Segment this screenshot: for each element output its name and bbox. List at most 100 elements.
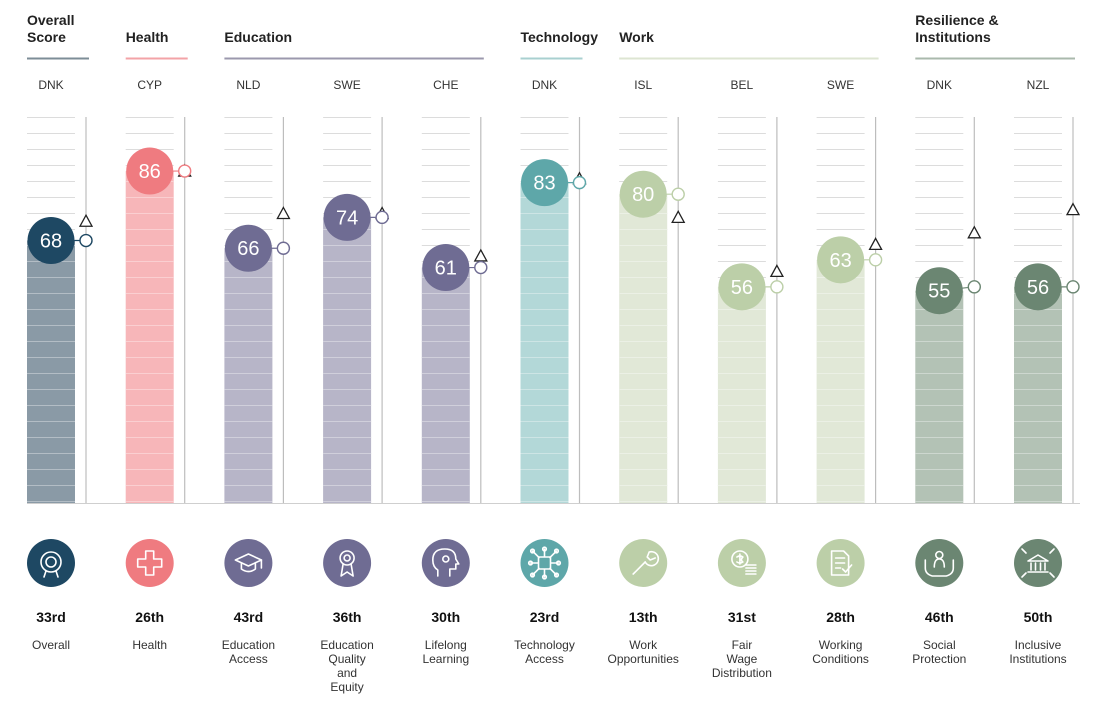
circle-marker <box>770 280 784 294</box>
icon-stroke <box>340 563 354 577</box>
icon-stroke <box>541 574 548 580</box>
badge-icon <box>27 539 75 587</box>
value-dot <box>817 236 865 284</box>
bar <box>323 217 372 504</box>
pillar-label: and <box>337 666 357 680</box>
country-code: NZL <box>1027 78 1050 92</box>
country-code: DNK <box>927 78 952 92</box>
rank-label: 28th <box>826 609 855 625</box>
country-code: CYP <box>137 78 162 92</box>
icon-stroke <box>731 550 749 568</box>
icon-stroke <box>644 550 660 567</box>
hands-person-icon <box>915 539 964 587</box>
circle-marker <box>671 187 685 201</box>
bar <box>421 267 470 503</box>
triangle-marker <box>671 210 686 224</box>
country-code: SWE <box>827 78 854 92</box>
icon-stroke <box>529 548 536 554</box>
medical-cross-icon <box>125 539 174 587</box>
circle-marker <box>967 280 981 294</box>
pillar-label: Wage <box>726 652 757 666</box>
country-code: SWE <box>333 78 360 92</box>
value-dot <box>915 267 963 315</box>
value-label: 83 <box>533 173 555 195</box>
bar <box>619 194 668 503</box>
value-dot <box>718 263 766 311</box>
country-code: NLD <box>236 78 260 92</box>
head-learning-icon <box>421 539 470 587</box>
country-code: BEL <box>731 78 754 92</box>
award-ribbon-icon <box>323 539 372 587</box>
column-3 <box>224 117 291 587</box>
rank-label: 43rd <box>234 609 264 625</box>
pillar-label: Institutions <box>1009 652 1066 666</box>
category-title: Technology <box>521 29 599 45</box>
pillar-label: Education <box>320 638 373 652</box>
pillar-label: Technology <box>514 638 575 652</box>
bar <box>125 171 174 504</box>
triangle-marker <box>473 248 488 262</box>
column-2 <box>125 117 192 587</box>
value-label: 86 <box>139 161 161 183</box>
value-dot <box>126 147 174 195</box>
value-label: 61 <box>435 258 457 280</box>
graduation-cap-icon <box>224 539 273 587</box>
rank-label: 13th <box>629 609 658 625</box>
category-title: Work <box>619 29 654 45</box>
icon-stroke <box>441 555 450 563</box>
bar <box>1014 286 1062 503</box>
value-dot <box>1014 263 1062 311</box>
rank-label: 23rd <box>530 609 560 625</box>
value-label: 68 <box>40 231 62 253</box>
institution-icon <box>1014 539 1062 587</box>
category-title: Resilience & <box>915 12 998 28</box>
triangle-marker <box>967 225 982 239</box>
pillar-label: Lifelong <box>425 638 467 652</box>
value-dot <box>521 159 568 207</box>
icon-stroke <box>1021 548 1055 578</box>
triangle-marker <box>769 264 784 278</box>
column-1 <box>27 117 94 587</box>
pillar-label: Distribution <box>712 666 772 680</box>
icon-stroke <box>830 550 850 576</box>
icon-stroke <box>529 572 536 578</box>
country-code: CHE <box>433 78 458 92</box>
rank-label: 46th <box>925 609 954 625</box>
icon-stroke <box>834 557 846 569</box>
icon-stroke <box>43 570 59 578</box>
icon-stroke <box>432 548 460 577</box>
bar <box>816 259 865 503</box>
rank-label: 30th <box>431 609 460 625</box>
value-dot <box>27 217 75 265</box>
column-9 <box>816 117 883 587</box>
icon-stroke <box>553 548 560 554</box>
circle-marker <box>868 253 883 267</box>
pillar-label: Health <box>132 638 167 652</box>
icon-stroke <box>1027 554 1049 562</box>
pillar-label: Opportunities <box>608 652 679 666</box>
value-label: 56 <box>1027 277 1049 299</box>
icon-stroke <box>924 559 955 577</box>
pillar-label: Learning <box>422 652 469 666</box>
value-label: 63 <box>829 250 851 272</box>
value-dot <box>422 244 470 292</box>
pillar-label: Working <box>819 638 863 652</box>
icon-stroke <box>553 572 560 578</box>
icon-stroke <box>136 550 163 576</box>
triangle-marker <box>868 237 883 251</box>
icon-stroke <box>841 564 853 573</box>
icon-stroke <box>736 553 744 565</box>
icon-stroke <box>1027 562 1049 573</box>
triangle-marker <box>78 213 94 227</box>
column-6 <box>520 117 587 587</box>
icon-stroke <box>339 550 355 566</box>
icon-stroke <box>527 560 534 566</box>
column-7 <box>619 117 686 587</box>
country-code: DNK <box>532 78 557 92</box>
circle-marker <box>1066 280 1080 294</box>
icon-stroke <box>343 554 351 562</box>
country-code: ISL <box>634 78 652 92</box>
rank-label: 33rd <box>36 609 66 625</box>
circle-marker <box>572 175 587 190</box>
